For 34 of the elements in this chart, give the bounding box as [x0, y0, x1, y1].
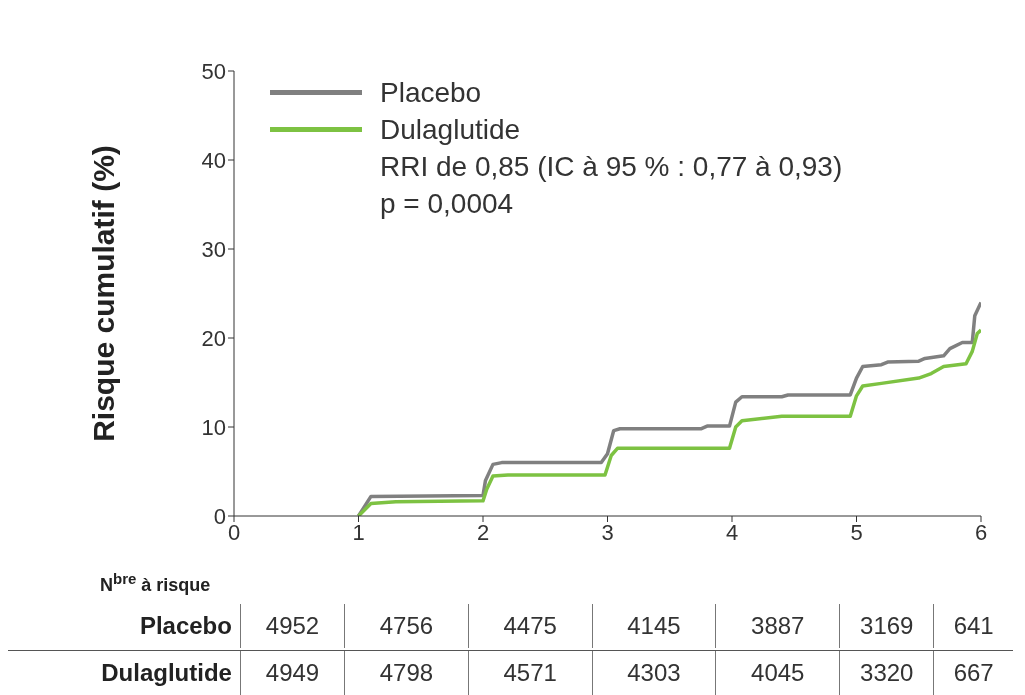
x-tick-label: 5	[850, 519, 863, 545]
text: 4949	[239, 651, 345, 695]
legend-label: Placebo	[380, 76, 482, 110]
y-tick-label: 20	[201, 325, 226, 351]
text: 641	[933, 604, 1013, 648]
text: Dulaglutide	[101, 659, 232, 686]
text: 4045	[715, 651, 840, 695]
y-tick-label: 30	[201, 236, 226, 262]
text: 4303	[591, 651, 716, 695]
x-tick-label: 4	[725, 519, 739, 545]
text: 4798	[344, 651, 468, 695]
text: 667	[933, 651, 1013, 695]
x-tick-label: 1	[352, 519, 365, 545]
text: 4145	[591, 604, 716, 648]
y-tick-label: 10	[201, 414, 226, 440]
y-tick-label: 40	[201, 147, 226, 173]
text: 4756	[344, 604, 468, 648]
annotation: p = 0,0004	[380, 187, 515, 221]
text: 4571	[467, 651, 592, 695]
text: Placebo	[139, 612, 232, 639]
y-tick-label: 50	[201, 58, 226, 84]
text: 3887	[715, 604, 840, 648]
text: 4475	[467, 604, 592, 648]
annotation: RRI de 0,85 (IC à 95 % : 0,77 à 0,93)	[380, 150, 843, 184]
x-tick-label: 2	[476, 519, 490, 545]
x-tick-label: 3	[601, 519, 614, 545]
y-tick-label: 0	[213, 503, 226, 529]
legend-label: Dulaglutide	[380, 113, 521, 147]
text: 4952	[239, 604, 345, 648]
x-tick-label: 6	[974, 519, 988, 545]
text: N$^{bre}$ à risque	[100, 570, 211, 596]
text: 3169	[839, 604, 934, 648]
y-axis-title: Risque cumulatif (%)	[86, 145, 120, 442]
text: 3320	[839, 651, 934, 695]
